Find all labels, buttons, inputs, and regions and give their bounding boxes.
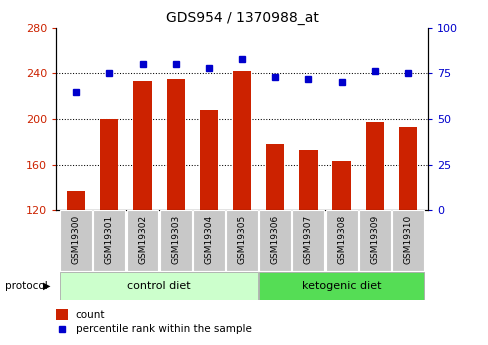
Text: percentile rank within the sample: percentile rank within the sample: [76, 324, 251, 334]
Bar: [56, 309, 68, 320]
Bar: [93, 210, 125, 271]
Text: GSM19303: GSM19303: [171, 215, 180, 264]
Bar: [232, 71, 251, 210]
Bar: [100, 119, 118, 210]
Bar: [391, 210, 423, 271]
Text: GSM19304: GSM19304: [204, 215, 213, 264]
Text: GSM19309: GSM19309: [369, 215, 379, 264]
Bar: [193, 210, 224, 271]
Text: GSM19301: GSM19301: [104, 215, 114, 264]
Bar: [133, 81, 151, 210]
Bar: [199, 110, 218, 210]
Text: ketogenic diet: ketogenic diet: [301, 281, 381, 291]
Bar: [259, 272, 423, 300]
Bar: [299, 150, 317, 210]
Bar: [60, 272, 258, 300]
Bar: [365, 122, 383, 210]
Text: GSM19308: GSM19308: [336, 215, 346, 264]
Bar: [67, 191, 85, 210]
Text: count: count: [76, 309, 105, 319]
Bar: [259, 210, 290, 271]
Bar: [166, 79, 184, 210]
Text: GSM19306: GSM19306: [270, 215, 279, 264]
Bar: [358, 210, 390, 271]
Bar: [325, 210, 357, 271]
Text: protocol: protocol: [5, 281, 47, 291]
Title: GDS954 / 1370988_at: GDS954 / 1370988_at: [165, 11, 318, 25]
Bar: [160, 210, 191, 271]
Text: GSM19305: GSM19305: [237, 215, 246, 264]
Text: control diet: control diet: [127, 281, 190, 291]
Bar: [126, 210, 158, 271]
Bar: [225, 210, 258, 271]
Text: GSM19307: GSM19307: [304, 215, 312, 264]
Text: GSM19302: GSM19302: [138, 215, 147, 264]
Bar: [398, 127, 416, 210]
Bar: [60, 210, 92, 271]
Text: ▶: ▶: [42, 281, 50, 291]
Bar: [332, 161, 350, 210]
Bar: [265, 144, 284, 210]
Text: GSM19300: GSM19300: [72, 215, 81, 264]
Bar: [292, 210, 324, 271]
Text: GSM19310: GSM19310: [403, 215, 411, 264]
